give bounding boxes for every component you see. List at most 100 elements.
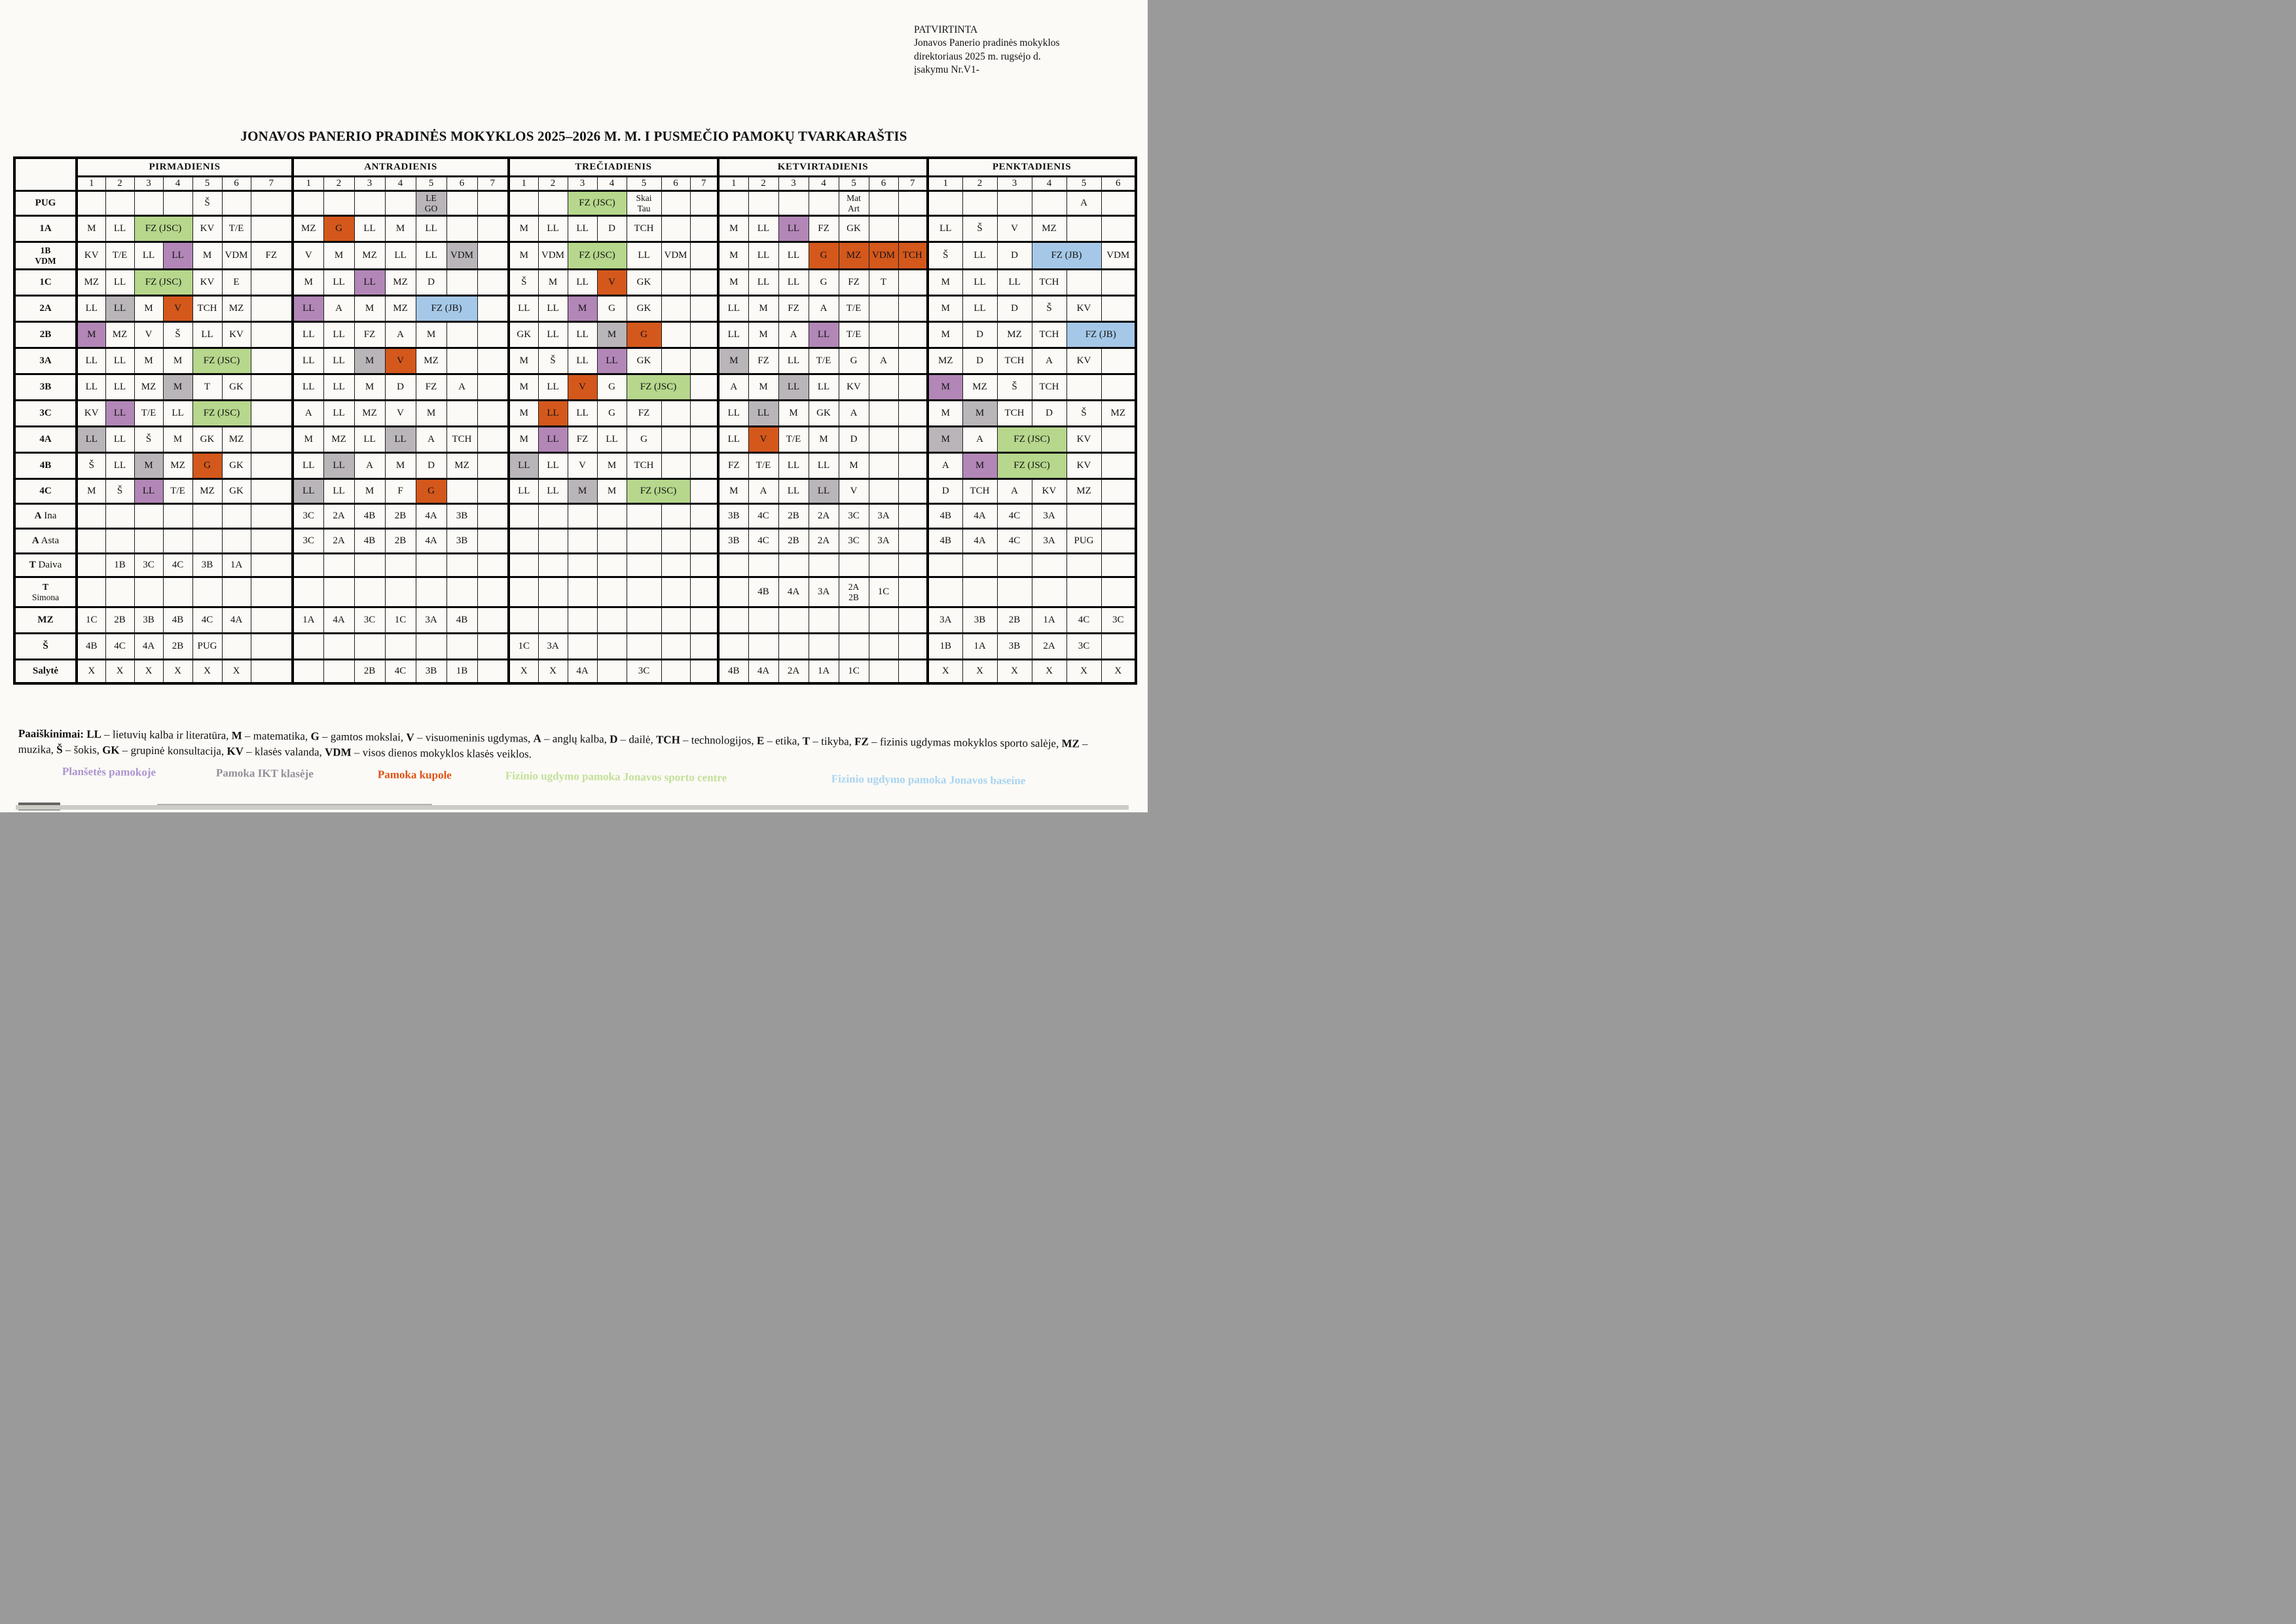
row-label: Salytė	[14, 659, 77, 684]
lesson-cell: VDM	[868, 241, 899, 270]
lesson-cell: LL	[748, 241, 779, 270]
lesson-cell: 1A	[1031, 606, 1067, 634]
lesson-cell: F	[384, 478, 416, 505]
lesson-number-header: 7	[689, 175, 719, 192]
lesson-cell: 4B	[162, 606, 193, 634]
lesson-cell	[689, 576, 719, 608]
lesson-cell: 3B	[962, 606, 998, 634]
lesson-cell: T/E	[808, 347, 839, 375]
lesson-cell: A	[291, 399, 324, 427]
lesson-cell	[250, 321, 293, 349]
table-row: 4A LL LL Š M GK MZ M MZ LL LL A TCH M LL FZ LL G LL V T/E M D M…	[14, 425, 1137, 454]
lesson-cell: KV	[1066, 347, 1102, 375]
lesson-cell	[1101, 373, 1137, 401]
lesson-cell	[250, 576, 293, 608]
lesson-cell: A	[1031, 347, 1067, 375]
lesson-cell	[717, 606, 749, 634]
table-row: T Simona 4B 4A 3A 2A 2B 1C	[14, 576, 1137, 608]
lesson-number-header: 3	[134, 175, 164, 192]
lesson-cell: LL	[538, 373, 568, 401]
lesson-cell: D	[1031, 399, 1067, 427]
lesson-cell	[996, 576, 1032, 608]
lesson-cell: 3A	[868, 528, 899, 554]
lesson-cell: 2A	[808, 503, 839, 530]
lesson-cell: X	[105, 659, 135, 684]
lesson-cell: FZ (JSC)	[192, 347, 251, 375]
lesson-cell	[446, 268, 478, 297]
lesson-cell	[446, 576, 478, 608]
lesson-cell: 4B	[354, 528, 386, 554]
table-row: 2A LL LL M V TCH MZ LL A M MZ FZ (JB) LL LL M G GK LL M FZ A…	[14, 295, 1137, 323]
table-row: A Ina 3C 2A 4B 2B 4A 3B 3B 4C 2B 2A 3C 3A 4B 4A 4C 3A	[14, 503, 1137, 530]
lesson-number-header: 4	[162, 175, 193, 192]
lesson-cell	[162, 528, 193, 554]
lesson-cell: 3C	[291, 528, 324, 554]
lesson-cell	[868, 425, 899, 454]
lesson-cell	[996, 552, 1032, 578]
lesson-cell	[221, 190, 251, 217]
lesson-cell	[1101, 347, 1137, 375]
lesson-cell: V	[567, 373, 598, 401]
color-legend-item: Fizinio ugdymo pamoka Jonavos sporto cen…	[505, 769, 727, 784]
lesson-cell: FZ	[778, 295, 809, 323]
lesson-cell	[323, 190, 355, 217]
lesson-cell: A	[962, 425, 998, 454]
legend-code: VDM	[324, 746, 352, 759]
legend-code: T	[802, 734, 811, 748]
lesson-cell: LL	[75, 425, 106, 454]
lesson-cell	[1101, 215, 1137, 243]
lesson-cell	[1101, 528, 1137, 554]
lesson-cell: TCH	[1031, 321, 1067, 349]
lesson-cell: 4B	[75, 632, 106, 660]
lesson-cell	[192, 528, 223, 554]
lesson-cell: LL	[538, 215, 568, 243]
lesson-cell: MZ	[384, 268, 416, 297]
lesson-cell: LL	[134, 241, 164, 270]
lesson-cell	[661, 528, 691, 554]
lesson-cell	[689, 268, 719, 297]
lesson-cell: VDM	[1101, 241, 1137, 270]
color-legend: Planšetės pamokoje Pamoka IKT klasėje Pamo…	[0, 765, 1148, 803]
lesson-cell: LE GO	[415, 190, 447, 217]
lesson-cell: 3C	[134, 552, 164, 578]
lesson-cell: 4B	[926, 503, 963, 530]
lesson-cell	[626, 606, 662, 634]
lesson-cell: LL	[538, 295, 568, 323]
lesson-cell	[538, 190, 568, 217]
lesson-cell: FZ	[808, 215, 839, 243]
lesson-cell: LL	[291, 452, 324, 480]
lesson-cell	[1101, 190, 1137, 217]
lesson-cell: Š	[134, 425, 164, 454]
lesson-cell: FZ (JSC)	[996, 452, 1067, 480]
lesson-cell: Š	[996, 373, 1032, 401]
lesson-cell: LL	[291, 373, 324, 401]
lesson-number-header: 5	[1066, 175, 1102, 192]
lesson-cell: M	[596, 321, 627, 349]
lesson-cell	[105, 503, 135, 530]
lesson-cell: FZ	[626, 399, 662, 427]
lesson-cell: G	[596, 399, 627, 427]
lesson-cell	[250, 373, 293, 401]
lesson-cell	[134, 190, 164, 217]
lesson-cell: MZ	[291, 215, 324, 243]
lesson-number-header: 2	[323, 175, 355, 192]
row-label-bold: 4C	[39, 485, 52, 496]
lesson-cell: A	[926, 452, 963, 480]
lesson-cell: M	[162, 373, 193, 401]
color-legend-item: Pamoka kupole	[377, 768, 452, 782]
lesson-number-header: 6	[221, 175, 251, 192]
lesson-cell: 1A	[221, 552, 251, 578]
lesson-cell: 4B	[717, 659, 749, 684]
lesson-cell: 2A 2B	[838, 576, 869, 608]
lesson-cell: T/E	[105, 241, 135, 270]
lesson-cell: KV	[1066, 295, 1102, 323]
lesson-cell: 4A	[962, 503, 998, 530]
lesson-cell: MZ	[1066, 478, 1102, 505]
lesson-cell: 2B	[354, 659, 386, 684]
lesson-cell	[354, 576, 386, 608]
lesson-cell: M	[134, 347, 164, 375]
row-label: 3B	[14, 373, 77, 401]
lesson-cell: D	[596, 215, 627, 243]
lesson-cell: D	[962, 347, 998, 375]
lesson-cell: PUG	[192, 632, 223, 660]
